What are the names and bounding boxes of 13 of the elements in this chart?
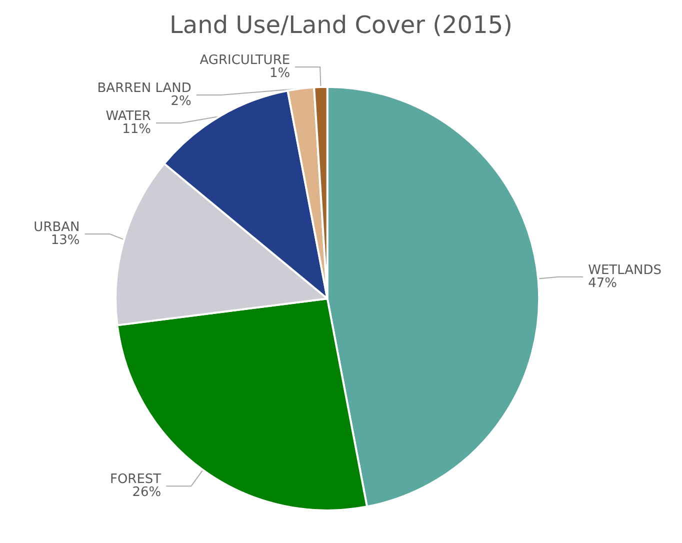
data-label: 11%: [122, 122, 151, 137]
slice-label: WETLANDS: [588, 262, 662, 278]
slice-label: AGRICULTURE: [200, 52, 290, 68]
data-label: 1%: [269, 66, 290, 81]
slice-label: FOREST: [110, 472, 162, 488]
data-label: 2%: [170, 94, 192, 109]
slice-label: URBAN: [34, 220, 80, 235]
slice-label: WATER: [106, 108, 151, 124]
data-label: 13%: [50, 232, 80, 248]
data-label: 47%: [588, 276, 618, 291]
data-label: 26%: [132, 485, 162, 500]
slice-label: BARREN LAND: [97, 80, 192, 96]
chart-title: Land Use/Land Cover (2015): [170, 11, 512, 39]
